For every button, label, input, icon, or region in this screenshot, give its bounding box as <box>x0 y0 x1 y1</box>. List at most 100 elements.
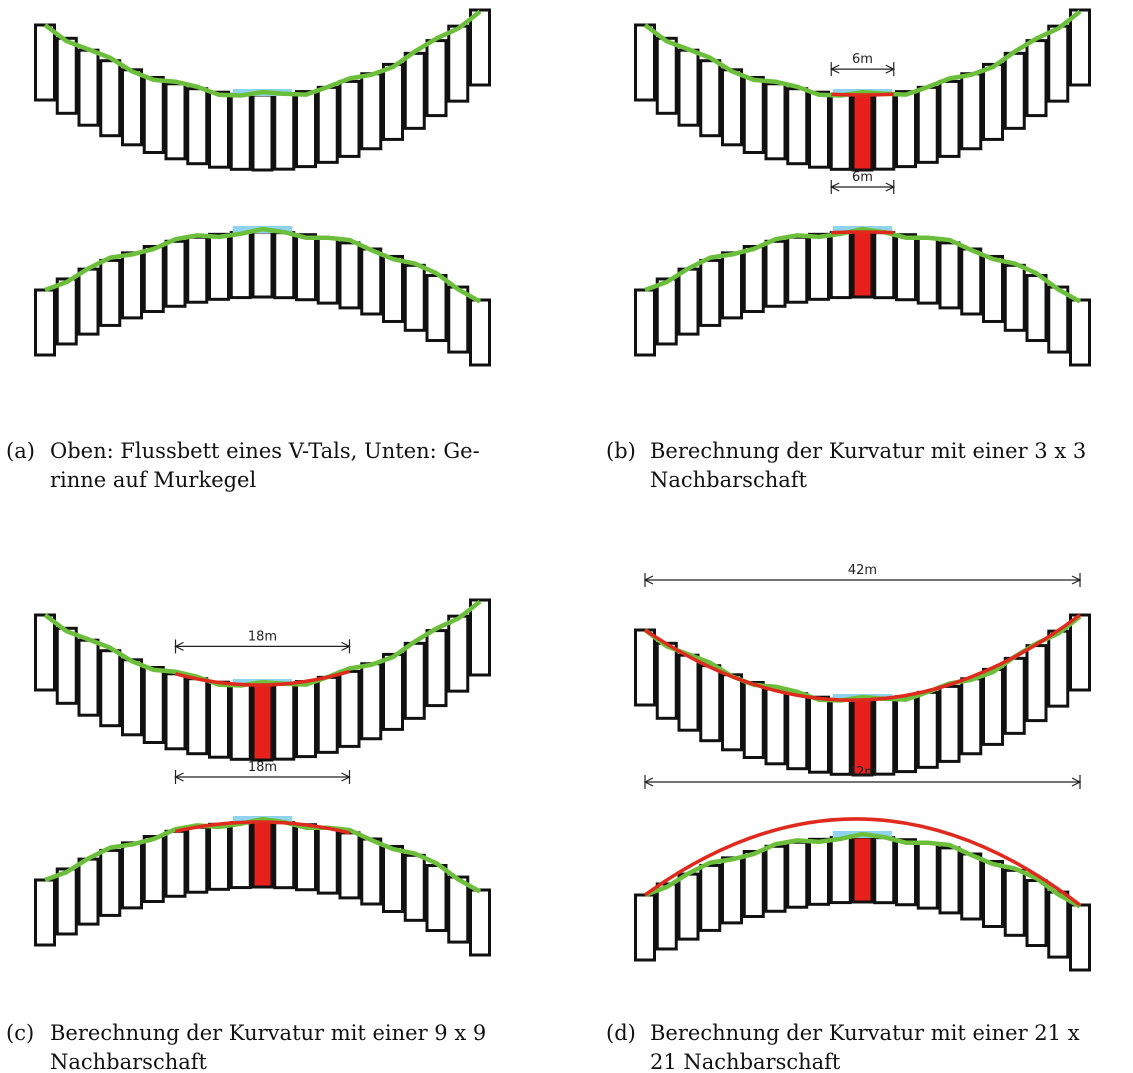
cell <box>79 640 98 715</box>
cell <box>166 241 185 306</box>
cell <box>231 684 250 759</box>
cell <box>471 890 490 955</box>
cell <box>897 235 916 300</box>
cell <box>384 846 403 911</box>
cell <box>253 95 272 170</box>
cell <box>384 654 403 729</box>
cell <box>723 70 742 145</box>
cell <box>297 825 316 890</box>
cell <box>362 249 381 314</box>
cell <box>875 699 894 774</box>
cell <box>1049 892 1068 957</box>
cell <box>427 631 446 706</box>
cell <box>275 233 294 298</box>
cell <box>36 290 55 355</box>
cell <box>101 260 120 325</box>
caption-line: Berechnung der Kurvatur mit einer 21 x <box>650 1021 1080 1045</box>
cell <box>449 26 468 101</box>
cell <box>340 243 359 308</box>
cell <box>744 683 763 758</box>
cell <box>123 253 142 318</box>
cell <box>1071 300 1090 365</box>
cell <box>701 61 720 136</box>
cell <box>1027 646 1046 721</box>
cell <box>449 287 468 352</box>
curvature-curve <box>831 232 894 233</box>
cell <box>449 877 468 942</box>
caption-label: (c) <box>6 1021 34 1045</box>
cell <box>1005 658 1024 733</box>
cell <box>340 833 359 898</box>
cell <box>297 682 316 757</box>
cell <box>79 50 98 125</box>
cell <box>144 668 163 743</box>
cell <box>679 50 698 125</box>
cell <box>962 679 981 754</box>
cell <box>57 38 76 113</box>
cell <box>405 53 424 128</box>
cell <box>657 279 676 344</box>
panel: (a)Oben: Flussbett eines V-Tals, Unten: … <box>6 10 490 492</box>
cell <box>766 241 785 306</box>
cell <box>318 828 337 893</box>
cell <box>231 823 250 888</box>
cell <box>427 276 446 341</box>
cell <box>723 675 742 750</box>
caption-label: (a) <box>6 439 35 463</box>
cell <box>984 256 1003 321</box>
cell <box>1005 53 1024 128</box>
cell <box>231 94 250 169</box>
cell <box>940 81 959 156</box>
cell <box>123 660 142 735</box>
cell-center <box>853 232 872 297</box>
cell <box>744 78 763 153</box>
cell <box>679 874 698 939</box>
cell <box>188 237 207 302</box>
cell <box>831 233 850 298</box>
cell <box>788 842 807 907</box>
cell <box>810 697 829 772</box>
cell <box>962 74 981 149</box>
cell <box>144 247 163 312</box>
caption-line: Berechnung der Kurvatur mit einer 3 x 3 <box>650 439 1086 463</box>
cell <box>101 61 120 136</box>
cell <box>940 686 959 761</box>
cell <box>362 839 381 904</box>
cell <box>405 265 424 330</box>
cell <box>788 89 807 164</box>
cell <box>831 94 850 169</box>
cell <box>101 651 120 726</box>
cell <box>188 827 207 892</box>
cell <box>36 880 55 945</box>
cell <box>918 87 937 162</box>
cell <box>297 235 316 300</box>
cell <box>788 694 807 769</box>
cell <box>744 852 763 917</box>
cell <box>79 859 98 924</box>
cell <box>679 269 698 334</box>
cell <box>657 38 676 113</box>
cell <box>766 846 785 911</box>
cell <box>253 232 272 297</box>
cell <box>210 234 229 299</box>
cell <box>1005 870 1024 935</box>
cell-center <box>853 95 872 170</box>
caption-line: Nachbarschaft <box>50 1050 208 1073</box>
cell <box>79 269 98 334</box>
cell <box>636 290 655 355</box>
cell <box>1027 276 1046 341</box>
cell <box>57 628 76 703</box>
cell <box>918 692 937 767</box>
cell <box>831 838 850 903</box>
cell <box>275 823 294 888</box>
cell <box>962 249 981 314</box>
caption-line: 21 Nachbarschaft <box>650 1050 841 1073</box>
cell <box>723 858 742 923</box>
cell <box>123 70 142 145</box>
cell <box>701 666 720 741</box>
dimension-label: 42m <box>848 765 877 780</box>
cell <box>362 74 381 149</box>
caption-label: (d) <box>606 1021 636 1045</box>
